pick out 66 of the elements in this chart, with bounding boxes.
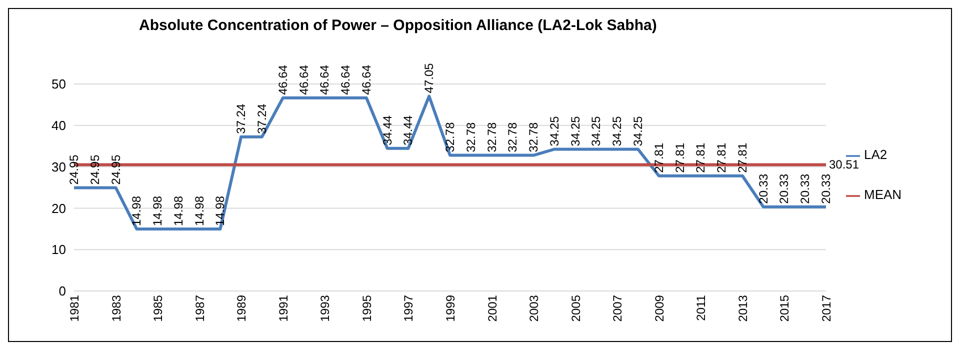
y-tick-label: 40	[52, 118, 66, 134]
x-tick-label: 2005	[568, 294, 583, 322]
data-label: 34.44	[401, 115, 416, 146]
data-label: 32.78	[526, 122, 541, 152]
x-tick-label: 1981	[68, 294, 82, 322]
y-tick-label: 10	[52, 242, 66, 258]
data-label: 34.25	[589, 116, 604, 146]
data-label: 20.33	[777, 173, 792, 204]
x-tick-label: 2007	[610, 294, 625, 322]
x-tick-label: 1991	[276, 294, 290, 322]
chart-title: Absolute Concentration of Power – Opposition Alliance (LA2-Lok Sabha)	[139, 17, 657, 34]
legend-label: MEAN	[864, 187, 902, 202]
data-label: 27.81	[735, 142, 750, 173]
x-tick-label: 2009	[652, 294, 666, 322]
data-label: 32.78	[443, 122, 457, 152]
data-label: 27.81	[652, 142, 666, 173]
x-tick-label: 2017	[820, 294, 834, 322]
data-label: 37.24	[234, 103, 248, 134]
data-label: 24.95	[67, 154, 81, 185]
x-tick-label: 1987	[192, 294, 207, 322]
data-label: 34.44	[380, 115, 394, 146]
data-label: 24.95	[108, 154, 123, 185]
data-label: 20.33	[819, 173, 833, 204]
data-label: 14.98	[150, 196, 165, 226]
y-tick-label: 30	[52, 159, 66, 174]
data-label: 27.81	[672, 142, 687, 173]
x-tick-label: 1983	[109, 294, 124, 322]
data-label: 27.81	[714, 142, 729, 173]
x-tick-label: 1997	[402, 294, 416, 322]
data-label: 32.78	[484, 122, 499, 152]
x-tick-label: 2011	[694, 294, 708, 321]
legend-label: LA2	[864, 147, 888, 162]
data-label: 20.33	[756, 173, 770, 204]
data-label: 32.78	[464, 122, 478, 152]
data-label: 46.64	[318, 64, 332, 95]
data-label: 27.81	[694, 142, 708, 173]
data-label: 34.25	[631, 116, 645, 146]
data-label: 37.24	[255, 103, 269, 134]
data-label: 30.51	[829, 158, 860, 172]
data-label: 14.98	[130, 196, 144, 226]
x-tick-label: 1989	[234, 294, 249, 322]
data-label: 34.25	[568, 116, 582, 146]
data-label: 34.25	[610, 116, 624, 146]
x-tick-label: 1993	[318, 294, 332, 322]
data-label: 46.64	[338, 64, 353, 95]
x-tick-label: 2003	[527, 294, 542, 322]
data-label: 14.98	[171, 196, 186, 226]
y-tick-label: 50	[52, 76, 66, 92]
data-label: 20.33	[798, 173, 812, 204]
y-tick-label: 20	[52, 200, 66, 216]
x-tick-label: 2001	[485, 294, 500, 322]
x-tick-label: 1995	[360, 294, 374, 322]
x-tick-label: 2013	[736, 294, 750, 322]
data-label: 46.64	[276, 64, 290, 95]
data-label: 14.98	[213, 196, 228, 226]
data-label: 24.95	[88, 154, 102, 185]
data-label: 46.64	[296, 64, 311, 95]
data-label: 14.98	[192, 196, 206, 226]
data-label: 34.25	[547, 116, 562, 146]
x-tick-label: 1985	[151, 294, 166, 322]
x-tick-label: 2015	[778, 294, 792, 322]
y-tick-label: 0	[58, 284, 66, 299]
data-label: 47.05	[422, 62, 436, 94]
x-tick-label: 1999	[444, 294, 458, 322]
data-label: 46.64	[359, 64, 374, 95]
data-label: 32.78	[506, 122, 520, 152]
